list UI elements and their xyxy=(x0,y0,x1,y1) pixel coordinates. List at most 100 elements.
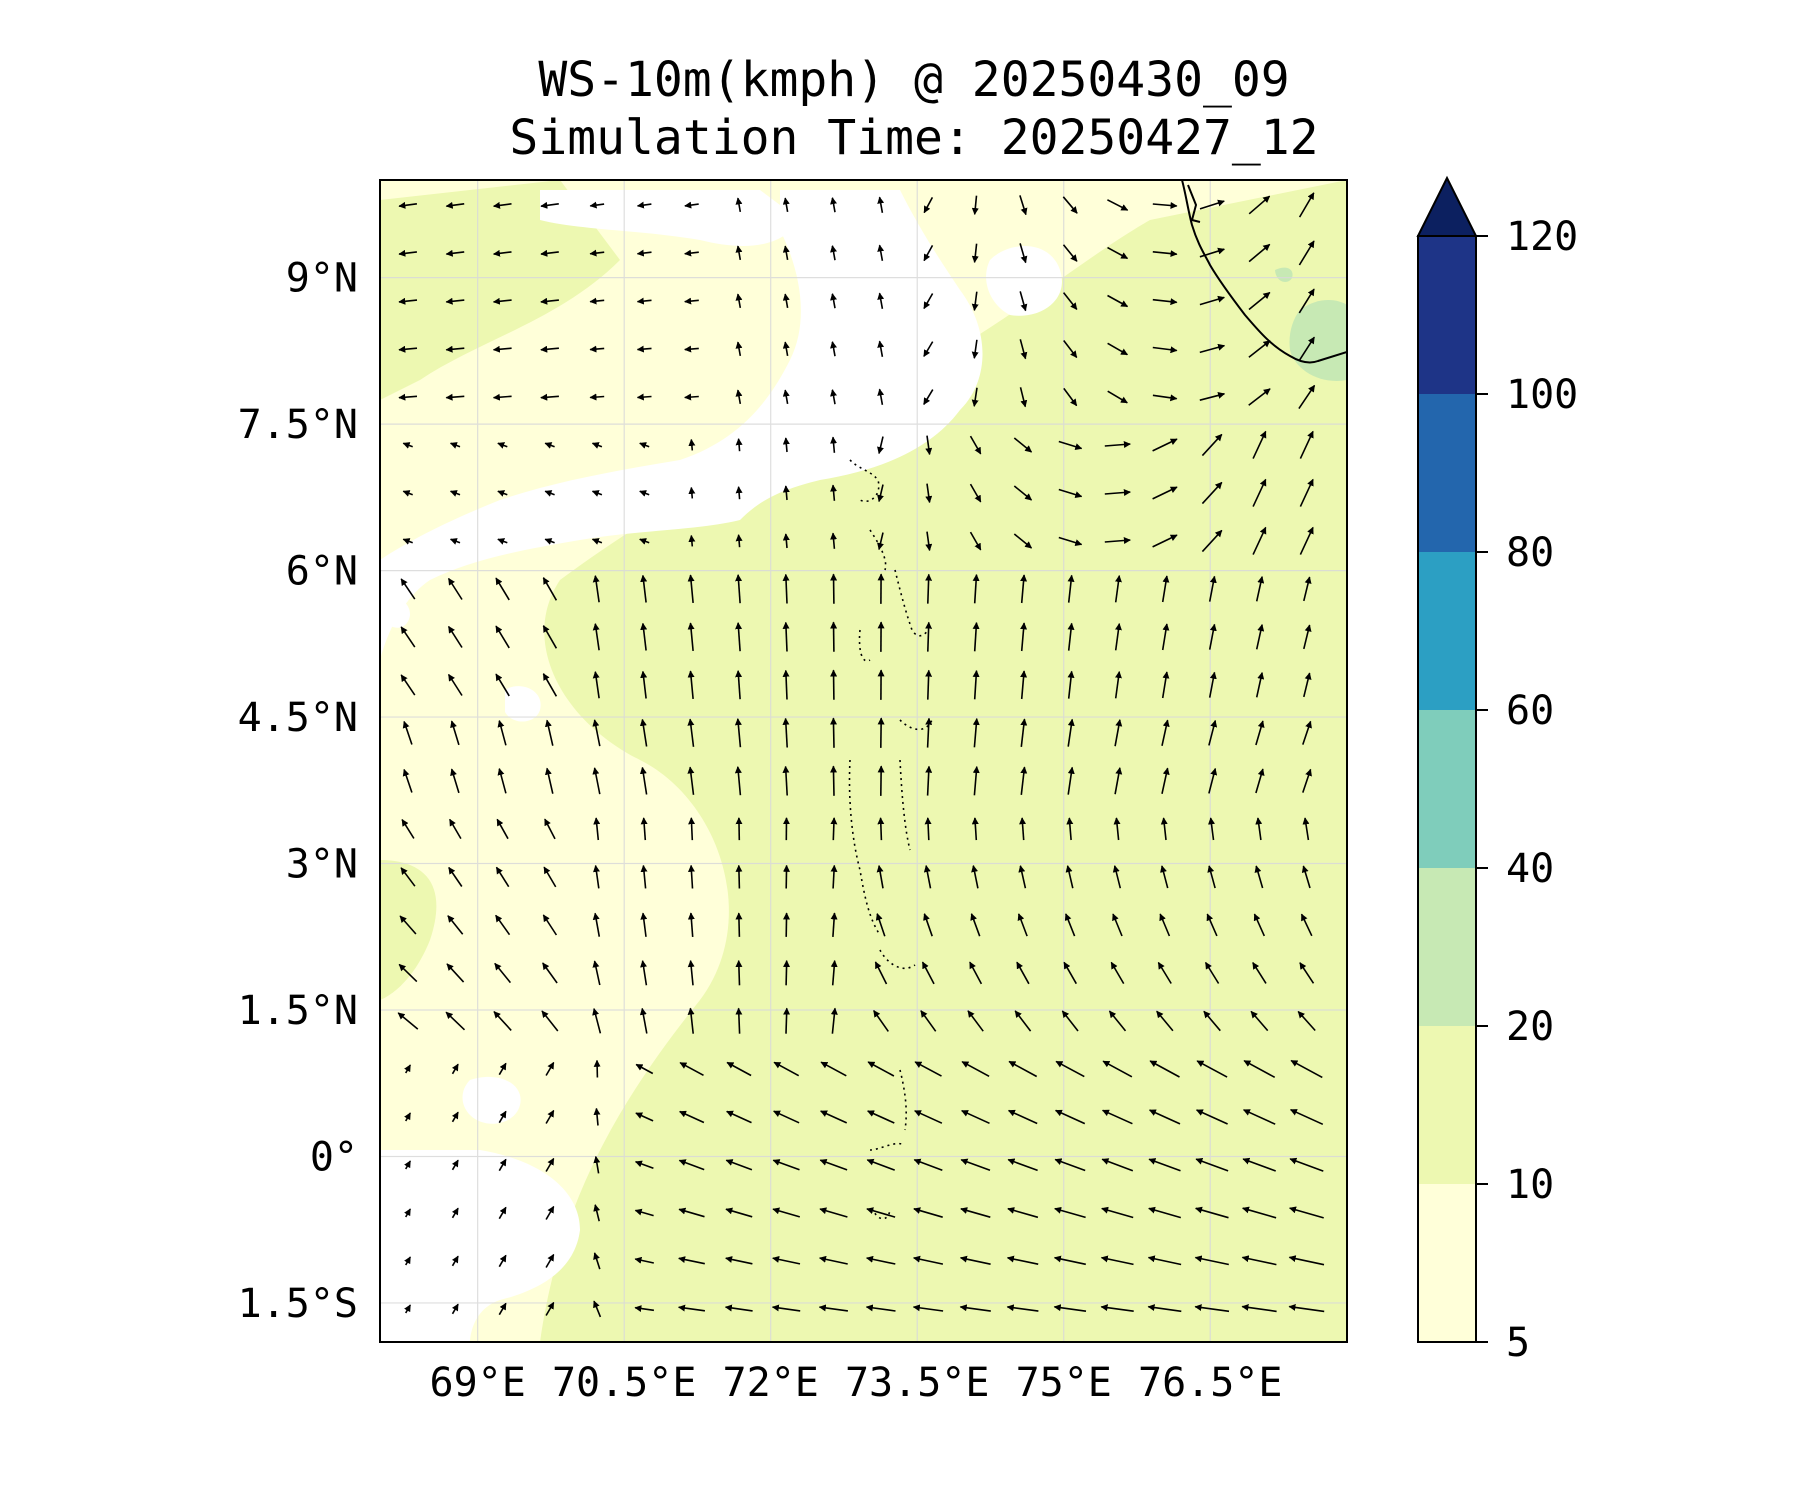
wind-vector xyxy=(960,1207,991,1218)
wind-vector xyxy=(925,573,933,604)
wind-vector xyxy=(877,817,885,841)
wind-vector xyxy=(1101,1206,1134,1219)
wind-vector xyxy=(914,1061,942,1077)
wind-vector xyxy=(591,442,603,449)
lon-tick-label: 69°E xyxy=(430,1360,526,1406)
wind-vector xyxy=(592,671,600,699)
wind-vector xyxy=(1201,529,1223,553)
wind-vector xyxy=(1019,339,1028,360)
wind-vector xyxy=(1252,478,1267,507)
wind-vector xyxy=(1100,1255,1134,1266)
wind-vector xyxy=(544,538,555,545)
colorbar-tick-label: 10 xyxy=(1506,1162,1554,1208)
wind-vector xyxy=(402,442,413,449)
wind-vector xyxy=(447,625,463,648)
wind-vector xyxy=(1199,199,1225,210)
wind-vector xyxy=(830,245,837,261)
wind-vector xyxy=(592,767,601,795)
wind-vector xyxy=(735,670,743,700)
wind-vector xyxy=(819,1255,848,1265)
wind-vector xyxy=(1148,1158,1181,1172)
wind-vector xyxy=(1020,670,1028,700)
wind-vector xyxy=(1299,526,1314,555)
wind-vector xyxy=(1110,961,1125,985)
wind-vector xyxy=(1112,865,1122,889)
wind-vector xyxy=(819,1158,848,1171)
wind-vector xyxy=(1195,1157,1229,1172)
wind-vector xyxy=(1152,438,1178,452)
wind-vector xyxy=(639,766,648,795)
wind-vector xyxy=(1149,1060,1180,1078)
wind-vector xyxy=(866,1207,896,1218)
wind-vector xyxy=(493,1011,512,1031)
wind-vector xyxy=(1208,575,1217,602)
wind-vector xyxy=(1160,817,1168,841)
wind-vector xyxy=(544,719,554,746)
lat-tick-label: 9°N xyxy=(286,256,358,302)
wind-vector xyxy=(636,345,652,353)
wind-vector xyxy=(1054,1206,1086,1219)
wind-vector xyxy=(1054,1158,1086,1172)
wind-vector xyxy=(877,244,885,261)
wind-vector xyxy=(1019,243,1028,264)
wind-vector xyxy=(592,623,600,651)
wind-vector xyxy=(678,1256,705,1265)
wind-vector xyxy=(450,768,460,794)
wind-vector xyxy=(1208,671,1217,698)
wind-vector xyxy=(726,1110,752,1124)
wind-vector xyxy=(497,442,508,449)
wind-vector xyxy=(866,1158,895,1171)
wind-vector xyxy=(1067,574,1075,603)
wind-vector xyxy=(545,1253,555,1268)
wind-vector xyxy=(639,1007,648,1034)
wind-vector xyxy=(636,249,652,257)
wind-vector xyxy=(449,538,461,545)
wind-vector xyxy=(639,538,650,545)
wind-vector xyxy=(451,1303,459,1315)
wind-vector xyxy=(1302,768,1312,793)
wind-vector xyxy=(972,574,980,604)
wind-vector xyxy=(1248,291,1271,311)
wind-vector xyxy=(830,817,838,841)
wind-vector xyxy=(398,963,418,983)
wind-vector xyxy=(1020,622,1028,652)
wind-vector xyxy=(400,674,416,696)
wind-vector xyxy=(1055,1060,1085,1078)
colorbar-tick-label: 40 xyxy=(1506,846,1554,892)
wind-vector xyxy=(1152,534,1178,548)
wind-vector xyxy=(497,720,507,746)
wind-vector xyxy=(1019,291,1028,312)
wind-vector xyxy=(399,915,417,935)
wind-vector xyxy=(1063,340,1078,359)
wind-vector xyxy=(404,1304,411,1314)
wind-vector xyxy=(640,622,648,651)
wind-vector xyxy=(972,622,980,652)
wind-vector xyxy=(639,718,648,747)
wind-vector xyxy=(445,393,465,401)
colorbar-segment xyxy=(1418,710,1476,868)
wind-vector xyxy=(1208,817,1215,841)
wind-vector xyxy=(782,197,790,213)
wind-vector xyxy=(735,1007,743,1034)
wind-vector xyxy=(1013,485,1033,501)
wind-vector xyxy=(1101,1109,1133,1125)
wind-vector xyxy=(925,483,933,504)
wind-vector xyxy=(1208,623,1217,650)
colorbar: 5 10 20 40 60 80 100 120 xyxy=(1416,175,1578,1366)
wind-vector xyxy=(1062,196,1078,214)
lon-tick-label: 76.5°E xyxy=(1138,1360,1283,1406)
wind-vector xyxy=(773,1110,800,1124)
wind-vector xyxy=(782,341,790,357)
wind-vector xyxy=(1161,623,1170,651)
colorbar-segment xyxy=(1418,868,1476,1026)
wind-vector xyxy=(687,766,695,795)
colorbar-segment xyxy=(1418,1184,1476,1342)
lon-tick-label: 73.5°E xyxy=(845,1360,990,1406)
wind-vector xyxy=(1058,536,1083,546)
wind-vector xyxy=(877,436,884,455)
wind-vector xyxy=(635,1112,654,1122)
wind-vector xyxy=(1114,767,1123,795)
wind-vector xyxy=(1241,1304,1277,1313)
wind-vector xyxy=(544,818,556,840)
wind-vector xyxy=(959,1255,991,1265)
